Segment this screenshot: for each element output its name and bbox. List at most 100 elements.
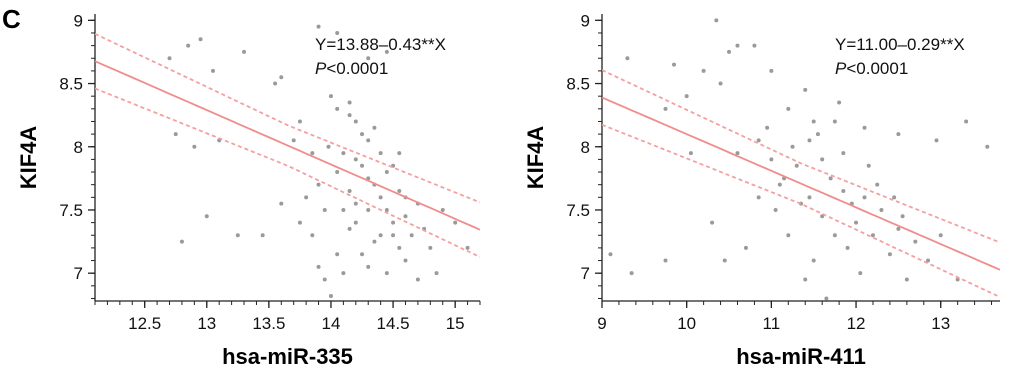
data-point: [384, 49, 389, 54]
data-point: [353, 201, 358, 206]
data-point: [335, 106, 340, 111]
data-point: [769, 157, 774, 162]
data-point: [397, 189, 402, 194]
data-point: [824, 296, 829, 301]
p-value-number: <0.0001: [326, 59, 388, 78]
data-point: [384, 271, 389, 276]
data-point: [316, 24, 321, 29]
data-point: [279, 75, 284, 80]
p-value-number: <0.0001: [846, 59, 908, 78]
data-point: [322, 207, 327, 212]
data-point: [360, 132, 365, 137]
data-point: [353, 157, 358, 162]
x-tick-label: 13: [197, 314, 216, 333]
data-point: [688, 151, 693, 156]
data-point: [820, 157, 825, 162]
scatter-chart-left: 7 7.5 8 8.5 9 12.5 13 13.5 14 14.5 15 hsa-miR-335 KI…: [16, 11, 481, 369]
data-point: [756, 138, 761, 143]
data-point: [794, 163, 799, 168]
data-point: [326, 144, 331, 149]
data-point: [366, 264, 371, 269]
data-point: [335, 30, 340, 35]
data-point: [727, 49, 732, 54]
data-point: [341, 271, 346, 276]
data-point: [341, 151, 346, 156]
data-point: [807, 138, 812, 143]
data-point: [360, 163, 365, 168]
data-point: [297, 119, 302, 124]
data-point: [186, 43, 191, 48]
y-tick-label: 8: [74, 138, 83, 157]
data-point: [735, 151, 740, 156]
data-point: [837, 100, 842, 105]
data-point: [322, 277, 327, 282]
data-point: [397, 245, 402, 250]
data-point: [279, 201, 284, 206]
y-tick-label: 8.5: [566, 75, 590, 94]
p-value-text: P<0.0001: [835, 59, 908, 78]
data-point: [316, 264, 321, 269]
data-point: [752, 43, 757, 48]
data-point: [310, 233, 315, 238]
data-point: [718, 81, 723, 86]
data-point: [453, 220, 458, 225]
x-tick-label: 14: [322, 314, 341, 333]
data-point: [360, 252, 365, 257]
data-point: [858, 271, 863, 276]
data-point: [701, 68, 706, 73]
data-point: [938, 233, 943, 238]
data-point: [210, 68, 215, 73]
ci-upper-band: [602, 69, 1000, 244]
data-point: [366, 56, 371, 61]
data-point: [896, 226, 901, 231]
x-tick-label: 13: [931, 314, 950, 333]
data-point: [887, 252, 892, 257]
x-tick-label: 9: [597, 314, 606, 333]
data-point: [870, 233, 875, 238]
data-point: [260, 233, 265, 238]
data-point: [807, 195, 812, 200]
data-point: [790, 144, 795, 149]
data-point: [900, 214, 905, 219]
data-point: [862, 125, 867, 130]
data-point: [875, 182, 880, 187]
ci-upper-band: [95, 32, 480, 204]
x-tick-label: 10: [677, 314, 696, 333]
data-point: [167, 56, 172, 61]
scatter-points: [608, 18, 990, 301]
data-point: [415, 277, 420, 282]
y-tick-label: 7.5: [566, 201, 590, 220]
data-point: [304, 195, 309, 200]
data-point: [671, 62, 676, 67]
x-tick-label: 12: [847, 314, 866, 333]
p-value-symbol: P: [315, 59, 327, 78]
data-point: [811, 258, 816, 263]
data-point: [743, 245, 748, 250]
data-point: [347, 113, 352, 118]
data-point: [832, 233, 837, 238]
data-point: [198, 37, 203, 42]
p-value-text: P<0.0001: [315, 59, 388, 78]
data-point: [347, 100, 352, 105]
data-point: [242, 49, 247, 54]
data-point: [179, 239, 184, 244]
data-point: [403, 258, 408, 263]
data-point: [985, 144, 990, 149]
y-tick-label: 7: [581, 264, 590, 283]
regression-group: [95, 32, 480, 258]
data-point: [341, 207, 346, 212]
data-point: [347, 189, 352, 194]
data-point: [328, 94, 333, 99]
scatter-chart-right: 7 7.5 8 8.5 9 9 10 11 12 13 hsa-miR-411 KIF4A Y=11.0…: [523, 11, 1000, 369]
x-axis-title: hsa-miR-411: [736, 344, 866, 369]
y-axis-title: KIF4A: [523, 126, 548, 190]
data-point: [773, 207, 778, 212]
y-tick-label: 8.5: [59, 75, 83, 94]
data-point: [841, 151, 846, 156]
data-point: [629, 271, 634, 276]
data-point: [608, 252, 613, 257]
data-point: [310, 151, 315, 156]
data-point: [428, 245, 433, 250]
data-point: [335, 170, 340, 175]
ci-lower-band: [602, 123, 1000, 298]
